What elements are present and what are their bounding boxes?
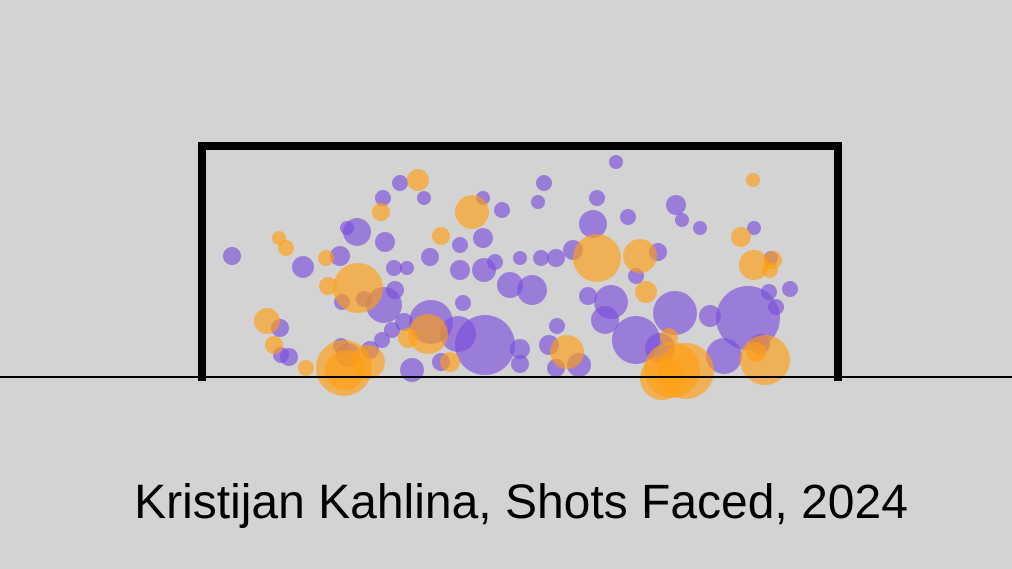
shot <box>761 284 777 300</box>
shot <box>746 173 760 187</box>
shot <box>392 175 408 191</box>
shot <box>764 251 782 269</box>
shot <box>768 299 784 315</box>
shot <box>591 306 619 334</box>
shot <box>497 272 523 298</box>
shot <box>432 227 450 245</box>
shot <box>716 286 780 350</box>
shot <box>400 358 424 382</box>
shot <box>579 210 607 238</box>
shot <box>517 275 547 305</box>
shot <box>408 314 448 354</box>
shot <box>731 227 751 247</box>
shot <box>533 250 549 266</box>
shot <box>573 234 621 282</box>
shot <box>417 191 431 205</box>
shot <box>398 328 418 348</box>
shot <box>550 335 584 369</box>
shot <box>531 195 545 209</box>
shot <box>706 338 742 374</box>
chart-title: Kristijan Kahlina, Shots Faced, 2024 <box>134 476 908 529</box>
shot <box>265 336 283 354</box>
shot <box>386 281 404 299</box>
shot <box>421 248 439 266</box>
shot <box>699 305 721 327</box>
goal-frame <box>198 142 842 381</box>
shot <box>450 260 470 280</box>
shot <box>319 277 337 295</box>
shot <box>536 175 552 191</box>
shot <box>609 155 623 169</box>
shot <box>623 239 657 273</box>
shot <box>375 190 391 206</box>
shot <box>675 213 689 227</box>
shot <box>693 221 707 235</box>
shot <box>660 328 678 346</box>
shot <box>372 203 390 221</box>
shot <box>494 202 510 218</box>
shot <box>330 246 350 266</box>
shot <box>666 195 686 215</box>
shot <box>473 228 493 248</box>
shot <box>374 332 390 348</box>
shot <box>333 263 383 313</box>
shot <box>579 287 597 305</box>
shot <box>782 281 798 297</box>
shot <box>386 260 402 276</box>
shot <box>375 232 395 252</box>
shot <box>395 313 413 331</box>
shot <box>746 342 766 362</box>
shot <box>455 195 489 229</box>
shot <box>440 352 460 372</box>
shot <box>318 250 334 266</box>
shot <box>455 295 471 311</box>
shot <box>340 221 354 235</box>
shot <box>511 355 529 373</box>
shot <box>549 318 565 334</box>
shot <box>407 169 429 191</box>
shot <box>487 254 503 270</box>
shot <box>635 281 657 303</box>
shot <box>513 251 527 265</box>
shot <box>747 221 761 235</box>
shot <box>298 360 314 376</box>
shot <box>653 291 697 335</box>
shot <box>292 256 314 278</box>
shot <box>223 247 241 265</box>
shot <box>589 190 605 206</box>
shot <box>510 339 530 359</box>
shot <box>400 261 414 275</box>
shot <box>278 240 294 256</box>
shot <box>739 250 769 280</box>
shot <box>452 237 468 253</box>
shot <box>351 345 385 379</box>
shot <box>280 348 298 366</box>
shot <box>254 308 280 334</box>
shot <box>547 249 565 267</box>
shot <box>455 315 515 375</box>
shot <box>620 209 636 225</box>
